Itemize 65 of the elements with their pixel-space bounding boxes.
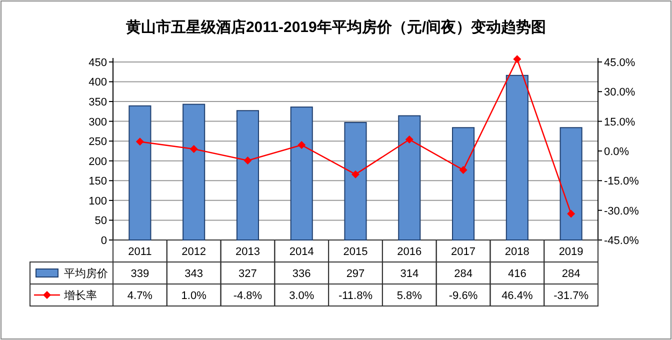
data-label: 336 — [292, 268, 311, 280]
data-label: -9.6% — [448, 290, 478, 302]
y2-tick-label: 0.0% — [604, 146, 630, 158]
y-tick-label: 200 — [88, 156, 107, 168]
data-label: 4.7% — [127, 290, 153, 302]
bar — [290, 106, 313, 240]
x-tick-label: 2016 — [397, 246, 422, 258]
point — [244, 156, 252, 164]
data-label: 314 — [400, 268, 419, 280]
y-tick-label: 150 — [88, 176, 107, 188]
point — [459, 166, 468, 174]
x-tick-label: 2017 — [451, 246, 476, 258]
y-tick-label: 400 — [88, 76, 107, 89]
data-label: 416 — [508, 268, 526, 280]
point — [298, 141, 306, 150]
y-tick-label: 100 — [88, 195, 107, 208]
bar — [452, 127, 475, 240]
x-tick-label: 2019 — [558, 246, 584, 258]
point — [352, 170, 360, 178]
point — [136, 138, 144, 146]
bar — [182, 104, 206, 240]
point — [513, 55, 522, 64]
point — [405, 136, 414, 144]
data-label: 343 — [184, 268, 204, 280]
y-tick-label: 250 — [88, 136, 107, 148]
x-tick-label: 2018 — [504, 246, 530, 258]
x-tick-label: 2014 — [289, 246, 314, 258]
data-label: 5.8% — [396, 290, 422, 302]
data-label: -4.8% — [233, 290, 262, 302]
legend-label: 平均房价 — [64, 267, 108, 280]
data-label: 46.4% — [502, 290, 533, 302]
data-label: 339 — [130, 268, 150, 280]
y2-tick-label: -15.0% — [604, 176, 640, 188]
y-tick-label: 0 — [100, 235, 107, 247]
x-tick-label: 2012 — [182, 246, 206, 258]
bar — [506, 74, 528, 240]
y2-tick-label: -30.0% — [604, 205, 640, 218]
x-tick-label: 2011 — [128, 246, 152, 258]
point — [190, 145, 198, 153]
bar — [344, 122, 367, 240]
chart-title: 黄山市五星级酒店2011-2019年平均房价（元/间夜）变动趋势图 — [124, 18, 546, 36]
y2-tick-label: 45.0% — [604, 56, 636, 69]
y-tick-label: 450 — [88, 56, 107, 69]
y2-tick-label: 15.0% — [604, 116, 636, 128]
x-tick-label: 2015 — [343, 246, 368, 258]
y-tick-label: 300 — [88, 116, 107, 128]
bar — [128, 105, 152, 240]
y2-tick-label: 30.0% — [604, 86, 636, 99]
data-label: 327 — [238, 268, 257, 280]
x-tick-label: 2013 — [235, 246, 260, 258]
data-label: 1.0% — [181, 290, 207, 302]
y-tick-label: 350 — [88, 96, 107, 109]
legend-label: 增长率 — [63, 289, 97, 302]
point — [567, 210, 576, 218]
bar — [560, 127, 582, 240]
data-label: -31.7% — [554, 290, 589, 302]
data-label: -11.8% — [338, 290, 373, 302]
data-label: 297 — [346, 268, 365, 280]
data-label: 284 — [454, 268, 472, 280]
y2-tick-label: -45.0% — [604, 235, 640, 247]
y-tick-label: 50 — [94, 215, 107, 228]
data-label: 284 — [562, 268, 580, 280]
bar — [398, 115, 421, 240]
bar — [236, 110, 259, 240]
data-label: 3.0% — [289, 290, 314, 302]
